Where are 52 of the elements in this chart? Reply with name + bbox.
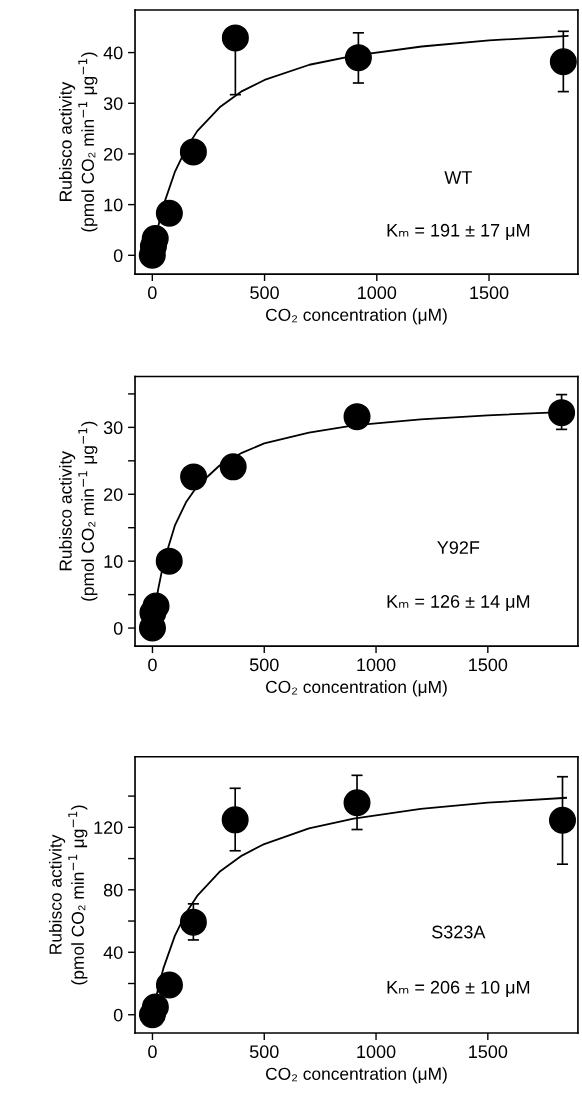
y-tick-label: 40 (103, 946, 123, 959)
point (344, 44, 372, 72)
y-axis-title: Rubisco activity (pmol CO₂ min$^{−1}$ μg$^{−1}$) (48, 805, 88, 985)
y-axis-title: Rubisco activity (pmol CO₂ min$^{−1}$ μg$^{−1}$) (59, 421, 98, 601)
x-axis-title: CO₂ concentration (μM) (266, 1067, 447, 1084)
point (155, 199, 183, 227)
y-tick-label: 80 (103, 883, 123, 897)
y-tick-label: 10 (104, 198, 123, 212)
x-tick-label: 1500 (469, 658, 508, 672)
annotation: Kₘ = 191 ± 17 μM (387, 223, 530, 240)
x-tick-label: 1500 (470, 286, 509, 300)
point (221, 24, 249, 52)
y-tick-label: 40 (103, 46, 123, 60)
y-tick-label: 0 (113, 1008, 123, 1022)
y-tick-label: 120 (94, 821, 123, 835)
x-tick-label: 500 (250, 286, 279, 300)
point (179, 908, 207, 936)
x-axis-title: CO₂ concentration (μM) (266, 308, 447, 325)
point (549, 48, 577, 76)
x-tick-label: 0 (147, 286, 157, 300)
y-tick-label: 30 (103, 421, 123, 435)
y-tick-label: 30 (103, 97, 123, 110)
x-tick-label: 1500 (469, 1045, 508, 1059)
point (219, 453, 247, 481)
annotation: Kₘ = 206 ± 10 μM (387, 980, 530, 997)
point (548, 399, 576, 427)
y-tick-label: 20 (104, 488, 123, 501)
x-axis-title: CO₂ concentration (μM) (266, 680, 447, 697)
x-tick-label: 1000 (357, 1045, 396, 1059)
point (221, 806, 249, 834)
point (343, 403, 371, 431)
point (180, 463, 208, 491)
annotation: Y92F (437, 541, 480, 554)
x-tick-label: 1000 (357, 658, 396, 672)
annotation: WT (444, 171, 472, 184)
y-tick-label: 0 (113, 249, 123, 263)
annotation: Kₘ = 126 ± 14 μM (387, 595, 530, 612)
x-tick-label: 0 (148, 1045, 157, 1059)
point (549, 806, 576, 834)
point (179, 138, 207, 166)
y-tick-label: 0 (113, 621, 123, 635)
point (343, 789, 371, 817)
y-tick-label: 10 (104, 555, 123, 568)
x-tick-label: 1000 (358, 286, 397, 300)
y-tick-label: 20 (104, 147, 123, 161)
x-tick-label: 500 (249, 658, 279, 672)
x-tick-label: 0 (148, 658, 157, 672)
point (155, 547, 183, 575)
y-axis-title: Rubisco activity (pmol CO₂ min$^{−1}$ μg$^{−1}$) (59, 52, 98, 232)
annotation: S323A (432, 925, 486, 939)
point (155, 971, 183, 999)
x-tick-label: 500 (249, 1045, 279, 1059)
